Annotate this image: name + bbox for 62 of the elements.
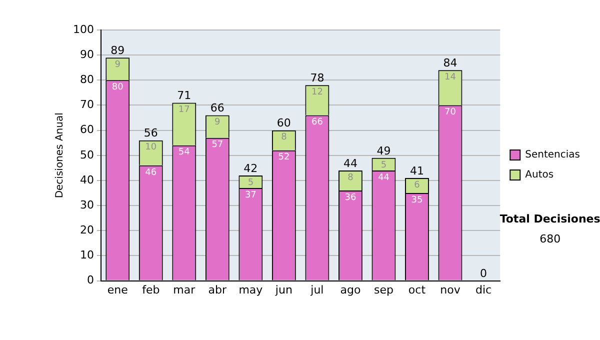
total-label: 78 <box>310 72 324 85</box>
y-tick-label: 70 <box>80 98 94 112</box>
data-label: 17 <box>178 105 190 116</box>
y-tick-label: 100 <box>72 22 94 36</box>
total-label: 71 <box>177 89 192 102</box>
data-label: 37 <box>244 190 256 200</box>
data-label: 54 <box>178 148 190 158</box>
total-label: 41 <box>410 164 424 178</box>
data-label: 70 <box>444 108 456 118</box>
annotation: Total Decisiones <box>500 212 600 226</box>
data-label: 66 <box>311 118 324 128</box>
text: 680 <box>540 232 561 246</box>
x-tick-label: sep <box>374 283 394 296</box>
data-label: 8 <box>348 172 354 183</box>
total-label: 44 <box>343 156 358 170</box>
y-tick-label: 20 <box>80 224 94 236</box>
data-label: 9 <box>114 60 121 70</box>
data-label: 5 <box>380 160 387 170</box>
data-label: 9 <box>214 118 221 128</box>
data-label: 14 <box>444 72 456 82</box>
legend-label: Sentencias <box>525 150 580 161</box>
y-tick-label: 90 <box>80 48 94 61</box>
y-tick-label: 30 <box>80 198 94 212</box>
total-label: 0 <box>480 267 488 280</box>
data-label: 44 <box>378 172 390 183</box>
x-tick-label: may <box>238 283 264 296</box>
x-tick-label: ago <box>340 283 361 296</box>
y-tick-label: 40 <box>80 173 94 186</box>
x-tick-label: nov <box>440 283 461 296</box>
y-tick-label: 0 <box>86 274 94 287</box>
total-label: 42 <box>244 162 258 175</box>
total-label: 89 <box>110 44 125 57</box>
data-label: 6 <box>414 180 420 190</box>
x-tick-label: ene <box>107 283 128 296</box>
total-label: 66 <box>210 102 224 115</box>
data-label: 12 <box>311 88 323 98</box>
data-label: 35 <box>411 195 423 206</box>
x-tick-label: jun <box>274 283 292 296</box>
total-label: 49 <box>376 144 391 158</box>
total-label: 60 <box>276 116 291 130</box>
data-label: 8 <box>281 132 288 143</box>
data-label: 52 <box>278 152 290 163</box>
x-tick-label: mar <box>173 283 196 296</box>
total-label: 84 <box>443 56 458 70</box>
data-label: 36 <box>344 192 356 203</box>
y-tick-label: 60 <box>80 123 94 136</box>
data-label: 57 <box>212 140 224 150</box>
x-tick-label: feb <box>142 283 160 296</box>
total-label: 56 <box>144 126 158 140</box>
y-tick-label: 50 <box>80 148 94 162</box>
data-label: 10 <box>145 142 157 153</box>
y-axis-title: Decisiones Anual <box>54 112 66 198</box>
legend-label: Autos <box>525 170 554 181</box>
data-label: 46 <box>145 168 157 178</box>
x-tick-label: oct <box>408 283 426 296</box>
x-tick-label: jul <box>310 283 324 296</box>
data-label: 80 <box>112 82 124 93</box>
y-tick-label: 80 <box>80 73 94 86</box>
data-label: 5 <box>248 178 254 188</box>
y-tick-label: 10 <box>80 248 94 262</box>
x-tick-label: abr <box>208 283 228 296</box>
x-tick-label: dic <box>475 283 492 296</box>
